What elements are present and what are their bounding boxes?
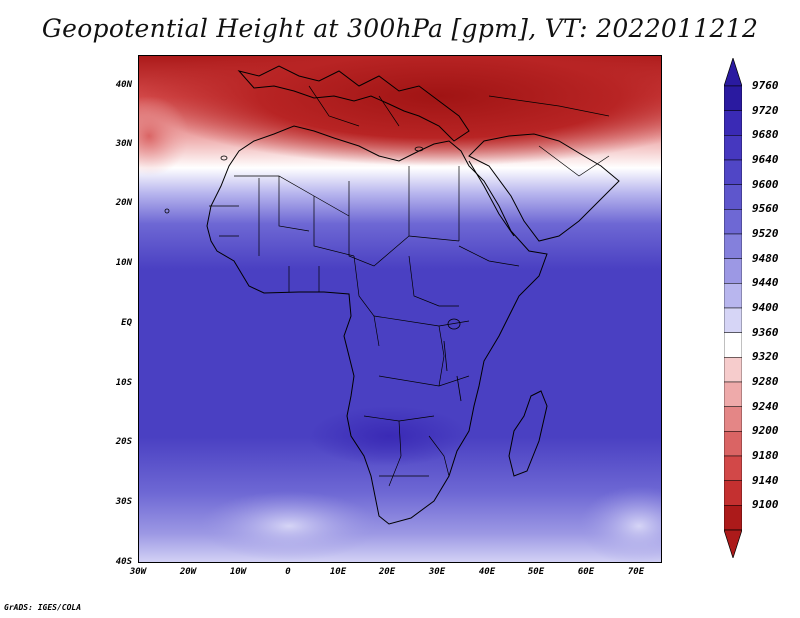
colorbar-swatch — [724, 480, 742, 506]
lat-label-20s: 20S — [115, 437, 132, 447]
colorbar-swatch — [724, 110, 742, 136]
lat-label-30n: 30N — [115, 139, 132, 149]
lon-label-60e: 60E — [577, 567, 595, 577]
colorbar-label: 9400 — [752, 301, 779, 314]
lake-victoria — [447, 318, 461, 330]
europe-coastline — [237, 65, 470, 142]
country-borders — [209, 85, 610, 487]
lat-label-eq: EQ — [121, 318, 132, 328]
colorbar-label: 9480 — [752, 251, 779, 265]
colorbar-label: 9720 — [752, 103, 779, 117]
colorbar-swatch — [724, 332, 742, 358]
colorbar-label: 9200 — [752, 424, 779, 438]
colorbar-label: 9640 — [752, 153, 779, 166]
colorbar-label: 9140 — [752, 473, 779, 487]
colorbar-swatch — [724, 431, 742, 457]
colorbar-swatch — [724, 505, 742, 531]
lat-label-40s: 40S — [115, 557, 132, 567]
lat-label-30s: 30S — [115, 497, 132, 507]
lon-label-30w: 30W — [129, 567, 147, 577]
atlantic-low — [139, 96, 189, 176]
lon-label-30e: 30E — [428, 567, 446, 577]
colorbar-swatch — [724, 233, 742, 259]
credit-text: GrADS: IGES/COLA — [4, 603, 82, 612]
colorbar-label: 9560 — [752, 202, 779, 216]
lake-malawi — [456, 375, 462, 402]
lat-label-40n: 40N — [115, 80, 132, 90]
colorbar-label: 9680 — [752, 128, 779, 142]
southern-africa-high — [309, 406, 469, 466]
colorbar-label: 9600 — [752, 177, 779, 191]
southern-ridge-light-east — [579, 486, 661, 562]
colorbar-swatch — [724, 357, 742, 383]
colorbar-swatch — [724, 283, 742, 309]
colorbar-label: 9320 — [752, 350, 779, 364]
colorbar — [724, 58, 742, 558]
crete — [414, 146, 424, 152]
lon-label-70e: 70E — [627, 567, 645, 577]
mediterranean-low — [139, 56, 661, 166]
map-svg — [139, 56, 661, 562]
lakes-islands — [164, 146, 462, 402]
lake-tanganyika — [443, 340, 448, 372]
colorbar-label: 9360 — [752, 325, 779, 339]
red-sea — [468, 160, 515, 237]
cape-verde-island — [164, 208, 170, 214]
colorbar-swatch — [724, 455, 742, 481]
lon-label-10e: 10E — [329, 567, 347, 577]
colorbar-swatch — [724, 406, 742, 432]
colorbar-swatch — [724, 307, 742, 333]
lon-label-50e: 50E — [527, 567, 545, 577]
geopotential-map — [138, 55, 662, 563]
map-title: Geopotential Height at 300hPa [gpm], VT:… — [41, 14, 759, 43]
colorbar-swatch — [724, 135, 742, 161]
lat-label-20n: 20N — [115, 198, 132, 208]
colorbar-label: 9180 — [752, 449, 779, 462]
lon-label-20w: 20W — [179, 567, 197, 577]
southern-ridge-light — [199, 491, 379, 561]
colorbar-label: 9760 — [752, 79, 779, 92]
lon-label-40e: 40E — [478, 567, 496, 577]
canary-island — [220, 155, 228, 161]
colorbar-swatch — [724, 209, 742, 235]
arabia-coastline — [468, 133, 620, 242]
colorbar-label: 9520 — [752, 227, 779, 240]
colorbar-swatch — [724, 184, 742, 210]
lon-label-20e: 20E — [378, 567, 396, 577]
colorbar-swatch — [724, 159, 742, 185]
colorbar-label: 9240 — [752, 399, 779, 413]
colorbar-swatch — [724, 258, 742, 284]
lat-label-10n: 10N — [115, 258, 132, 268]
colorbar-top-arrow — [724, 58, 742, 87]
lon-label-10w: 10W — [229, 567, 247, 577]
madagascar-coastline — [508, 390, 548, 477]
colorbar-swatch — [724, 85, 742, 111]
lat-label-10s: 10S — [115, 378, 132, 388]
lon-label-0: 0 — [285, 567, 291, 577]
colorbar-label: 9280 — [752, 375, 779, 388]
colorbar-label: 9100 — [752, 498, 779, 512]
colorbar-bottom-arrow — [724, 529, 742, 558]
colorbar-label: 9440 — [752, 276, 779, 290]
colorbar-swatch — [724, 381, 742, 407]
